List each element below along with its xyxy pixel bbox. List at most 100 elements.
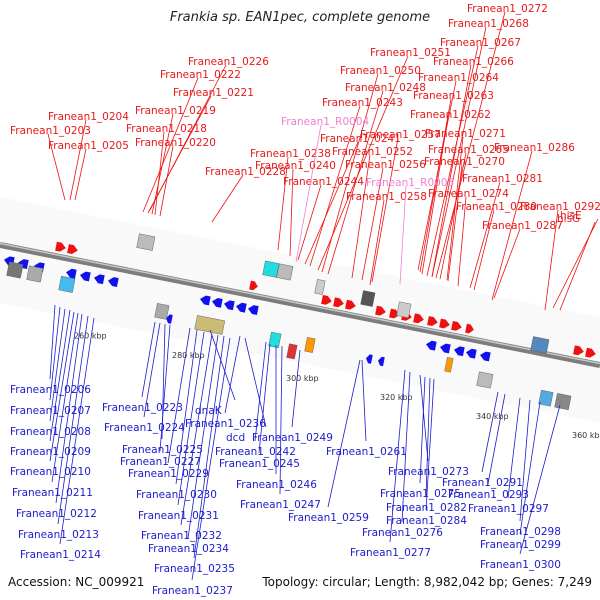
- gene-feature-box: [286, 343, 298, 360]
- bottom-leader-line: [291, 349, 301, 428]
- gene-feature-box: [262, 260, 280, 278]
- scale-tick-label: 340 kbp: [476, 412, 509, 421]
- bottom-leader-line: [187, 334, 219, 539]
- top-gene-label: Franean1_0220: [135, 137, 216, 149]
- top-leader-line: [74, 148, 87, 201]
- top-gene-label: Franean1_0240: [255, 160, 336, 172]
- bottom-gene-label: Franean1_0242: [215, 446, 296, 458]
- bottom-leader-line: [481, 391, 499, 473]
- bottom-leader-line: [327, 359, 361, 508]
- gene-feature-box: [444, 357, 454, 373]
- reverse-gene-arrow: [224, 300, 235, 311]
- reverse-gene-arrow: [378, 356, 385, 367]
- top-gene-label: Franean1_0264: [418, 72, 499, 84]
- bottom-leader-line: [49, 309, 71, 442]
- top-gene-label: hisG: [557, 213, 580, 225]
- rna-leader-line: [295, 124, 322, 263]
- top-gene-label: Franean1_0257: [360, 129, 441, 141]
- top-gene-label: Franean1_0228: [205, 166, 286, 178]
- top-leader-line: [457, 196, 467, 287]
- top-leader-line: [277, 156, 289, 251]
- bottom-leader-line: [507, 397, 521, 499]
- rna-leader-line: [399, 185, 407, 285]
- gene-feature-box: [314, 279, 326, 295]
- top-gene-label: Franean1_0222: [160, 69, 241, 81]
- top-gene-label: Franean1_0268: [448, 18, 529, 30]
- bottom-leader-line: [141, 321, 156, 398]
- top-leader-line: [154, 131, 165, 216]
- bottom-leader-line: [279, 345, 283, 495]
- reverse-gene-arrow: [166, 314, 173, 324]
- top-gene-label: Franean1_0250: [340, 65, 421, 77]
- top-leader-line: [297, 184, 322, 261]
- top-leader-line: [369, 199, 385, 286]
- bottom-leader-line: [419, 374, 429, 462]
- topology-text: Topology: circular; Length: 8,982,042 bp…: [262, 575, 592, 589]
- forward-gene-arrow: [413, 313, 424, 324]
- top-gene-label: Franean1_0270: [424, 156, 505, 168]
- forward-gene-arrow: [67, 244, 78, 254]
- top-gene-label: Franean1_0266: [433, 56, 514, 68]
- reverse-gene-arrow: [248, 305, 259, 315]
- bottom-leader-line: [159, 324, 171, 452]
- gene-feature-box: [154, 303, 170, 320]
- top-gene-label: Franean1_0219: [135, 105, 216, 117]
- bottom-gene-label: Franean1_0225: [122, 444, 203, 456]
- gene-feature-box: [268, 331, 282, 349]
- accession-text: Accession: NC_009921: [8, 575, 145, 589]
- top-leader-line: [159, 145, 174, 217]
- bottom-gene-label: Franean1_0209: [10, 446, 91, 458]
- bottom-gene-label: Franean1_0212: [16, 508, 97, 520]
- top-leader-line: [431, 64, 472, 278]
- top-leader-line: [473, 209, 495, 291]
- scale-tick-label: 280 kbp: [172, 351, 205, 360]
- top-leader-line: [142, 77, 199, 213]
- reverse-gene-arrow: [454, 346, 465, 357]
- top-gene-label: Franean1_0271: [425, 128, 506, 140]
- forward-gene-arrow: [451, 320, 462, 331]
- top-gene-label: Franean1_0221: [173, 87, 254, 99]
- bottom-gene-label: dnaK: [195, 405, 223, 417]
- bottom-gene-label: Franean1_0245: [219, 458, 300, 470]
- gene-feature-box: [538, 389, 554, 407]
- top-gene-label: Franean1_0238: [250, 148, 331, 160]
- forward-gene-arrow: [427, 316, 438, 326]
- top-gene-label: Franean1_0287: [482, 220, 563, 232]
- top-leader-line: [151, 113, 174, 215]
- reverse-gene-arrow: [366, 354, 373, 364]
- top-gene-label: hisE: [560, 210, 582, 222]
- bottom-leader-line: [519, 399, 531, 522]
- forward-gene-arrow: [345, 299, 356, 310]
- bottom-leader-line: [209, 329, 236, 401]
- bottom-leader-line: [143, 322, 161, 418]
- reverse-gene-arrow: [236, 302, 247, 313]
- bottom-leader-line: [191, 337, 231, 581]
- top-leader-line: [421, 117, 449, 275]
- bottom-leader-line: [519, 404, 561, 555]
- top-leader-line: [211, 174, 244, 223]
- bottom-gene-label: Franean1_0237: [152, 585, 233, 597]
- bottom-gene-label: Franean1_0297: [468, 503, 549, 515]
- scale-tick-label: 360 kbp: [572, 431, 600, 440]
- top-gene-label: Franean1_0286: [494, 142, 575, 154]
- bottom-gene-label: Franean1_0275: [380, 488, 461, 500]
- top-gene-label: Franean1_0218: [126, 123, 207, 135]
- gene-feature-box: [6, 261, 24, 279]
- bottom-gene-label: Franean1_0234: [148, 543, 229, 555]
- bottom-leader-line: [425, 378, 435, 511]
- bottom-gene-label: Franean1_0259: [288, 512, 369, 524]
- bottom-gene-label: Franean1_0223: [102, 402, 183, 414]
- top-gene-label: Franean1_0265: [428, 144, 509, 156]
- forward-gene-arrow: [573, 345, 584, 356]
- top-leader-line: [47, 133, 66, 201]
- top-gene-label: Franean1_0281: [462, 173, 543, 185]
- genome-backbone: [0, 242, 600, 368]
- bottom-leader-line: [49, 308, 66, 422]
- forward-gene-arrow: [249, 280, 258, 291]
- top-gene-label: Franean1_0262: [410, 109, 491, 121]
- gene-feature-box: [360, 290, 376, 307]
- bottom-leader-line: [519, 401, 541, 535]
- reverse-gene-arrow: [440, 343, 451, 354]
- top-leader-line: [309, 105, 361, 267]
- bottom-gene-label: Franean1_0299: [480, 539, 561, 551]
